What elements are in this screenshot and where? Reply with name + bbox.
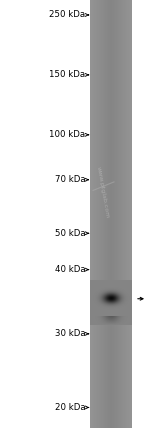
Text: 40 kDa: 40 kDa: [55, 265, 86, 274]
Text: 70 kDa: 70 kDa: [55, 175, 86, 184]
Text: 50 kDa: 50 kDa: [55, 229, 86, 238]
Text: 20 kDa: 20 kDa: [55, 403, 86, 412]
Text: 250 kDa: 250 kDa: [49, 10, 86, 20]
Text: www.ptglab.com: www.ptglab.com: [96, 166, 110, 219]
Text: 100 kDa: 100 kDa: [49, 130, 86, 140]
Text: 150 kDa: 150 kDa: [49, 70, 86, 80]
Text: 30 kDa: 30 kDa: [55, 329, 86, 339]
